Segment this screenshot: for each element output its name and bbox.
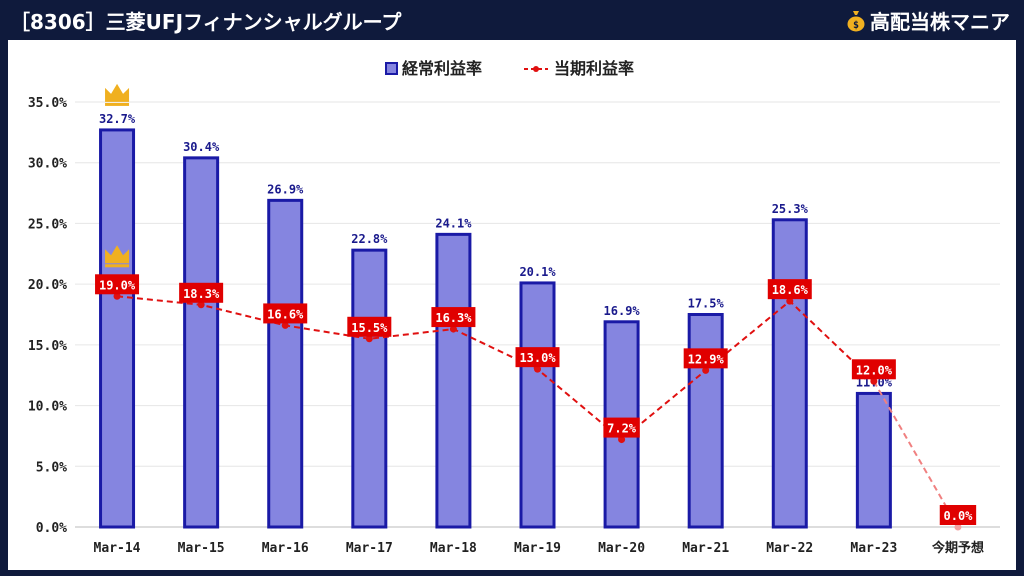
line-data-label: 16.6% — [267, 307, 304, 321]
x-tick-label: Mar-18 — [430, 541, 477, 556]
line-label-box — [263, 303, 308, 324]
line-point — [197, 301, 205, 309]
x-tick-label: Mar-22 — [766, 541, 813, 556]
x-tick-label: Mar-19 — [514, 541, 561, 556]
line-data-label: 18.3% — [183, 287, 220, 301]
line-data-label: 16.3% — [435, 311, 472, 325]
bar-data-label: 16.9% — [604, 304, 641, 318]
line-point — [281, 321, 289, 329]
x-tick-label: Mar-17 — [346, 541, 393, 556]
x-tick-label: Mar-14 — [94, 541, 141, 556]
line-point — [954, 523, 962, 531]
bar — [687, 313, 724, 529]
line-point — [534, 365, 541, 373]
line-point — [870, 377, 878, 385]
line-data-label: 18.6% — [772, 283, 809, 297]
y-tick-label: 25.0% — [28, 217, 67, 232]
line-label-box — [767, 279, 812, 300]
line-label-box — [431, 307, 476, 328]
line-label-box — [347, 316, 392, 337]
line-point — [365, 335, 373, 343]
x-tick-label: 今期予想 — [931, 540, 984, 556]
bar-data-label: 26.9% — [267, 182, 304, 196]
legend-label: 経常利益率 — [402, 59, 482, 78]
bar-data-label: 32.7% — [99, 112, 136, 126]
legend-label: 当期利益率 — [554, 59, 634, 78]
bar-data-label: 24.1% — [435, 216, 472, 230]
bar-data-label: 20.1% — [519, 265, 556, 279]
series-line — [116, 295, 875, 441]
bar — [183, 156, 220, 529]
brand-logo: $ 高配当株マニア — [846, 6, 1010, 35]
x-tick-label: Mar-23 — [850, 541, 897, 556]
money-bag-icon: $ — [847, 10, 865, 31]
line-data-label: 19.0% — [99, 278, 136, 292]
bar — [855, 391, 892, 529]
svg-text:$: $ — [853, 20, 859, 31]
bar — [351, 248, 388, 529]
x-tick-label: Mar-21 — [682, 541, 729, 556]
legend-line-marker — [533, 66, 539, 72]
line-label-box — [179, 282, 224, 303]
header-bar: ［8306］三菱UFJフィナンシャルグループ $ 高配当株マニア — [0, 0, 1024, 40]
bar-data-label: 17.5% — [688, 297, 725, 311]
line-label-box — [851, 359, 896, 380]
page-title: ［8306］三菱UFJフィナンシャルグループ — [10, 10, 402, 34]
y-tick-label: 5.0% — [36, 460, 67, 475]
y-tick-label: 30.0% — [28, 157, 67, 172]
line-data-label: 15.5% — [351, 321, 388, 335]
x-tick-label: Mar-20 — [598, 541, 645, 556]
bar-data-label: 25.3% — [772, 202, 809, 216]
bar — [435, 232, 472, 529]
line-point — [113, 292, 121, 300]
line-data-label: 12.0% — [856, 363, 893, 377]
bar — [771, 218, 808, 529]
bar-data-label: 22.8% — [351, 232, 388, 246]
y-tick-label: 0.0% — [36, 521, 67, 536]
x-tick-label: Mar-15 — [178, 541, 225, 556]
bar — [519, 281, 556, 529]
forecast-line — [872, 380, 959, 528]
bar — [99, 128, 136, 529]
line-point — [449, 325, 457, 333]
line-label-box — [683, 348, 728, 369]
x-tick-label: Mar-16 — [262, 541, 309, 556]
brand-name: 高配当株マニア — [870, 10, 1010, 34]
y-tick-label: 35.0% — [28, 96, 67, 111]
bar-data-label: 30.4% — [183, 140, 220, 154]
chart-panel: 35.0% 30.0% 25.0% 20.0% 15.0% 10.0% 5.0% 0.0% Ma… — [8, 40, 1016, 570]
line-data-label: 0.0% — [944, 509, 974, 523]
y-tick-label: 15.0% — [28, 339, 67, 354]
crown-icon — [105, 245, 130, 268]
line-label-box — [95, 274, 140, 295]
legend-bar-swatch — [385, 62, 398, 75]
line-label-box — [515, 347, 560, 368]
line-point — [786, 297, 794, 305]
line-point — [618, 436, 626, 444]
line-label-box — [603, 417, 640, 438]
line-label-box — [939, 505, 977, 525]
bar — [267, 198, 304, 529]
line-point — [702, 366, 710, 374]
line-data-label: 13.0% — [519, 351, 556, 365]
y-tick-label: 10.0% — [28, 400, 67, 415]
crown-icon — [105, 83, 130, 106]
line-data-label: 7.2% — [607, 422, 637, 436]
y-tick-label: 20.0% — [28, 278, 67, 293]
chart-svg: 35.0% 30.0% 25.0% 20.0% 15.0% 10.0% 5.0% 0.0% Ma… — [28, 59, 1000, 556]
line-data-label: 12.9% — [688, 352, 725, 366]
